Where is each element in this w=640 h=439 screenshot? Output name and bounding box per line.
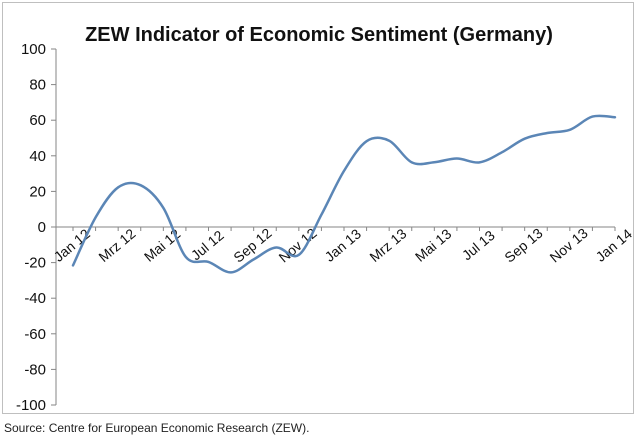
y-tick-label: -60 [24, 326, 46, 343]
data-point [139, 183, 143, 187]
x-tick-label: Mrz 12 [95, 225, 138, 265]
data-point [184, 255, 188, 259]
source-note: Source: Centre for European Economic Res… [4, 421, 310, 435]
line-chart: ZEW Indicator of Economic Sentiment (Ger… [16, 24, 635, 414]
y-tick-label: -40 [24, 290, 46, 307]
x-tick-label: Mrz 13 [366, 225, 409, 265]
data-point [568, 128, 572, 132]
y-tick-label: 100 [21, 41, 46, 58]
x-tick-label: Jul 12 [188, 227, 227, 263]
data-point [116, 185, 120, 189]
x-tick-label: Mai 13 [412, 225, 455, 264]
chart-frame: ZEW Indicator of Economic Sentiment (Ger… [2, 2, 635, 414]
data-point [71, 263, 75, 267]
y-axis: 100 80 60 40 20 0 -20 -40 -60 -80 -100 [16, 41, 57, 414]
x-tick-label: Jan 12 [51, 225, 94, 264]
data-point [545, 131, 549, 135]
y-tick-label: -20 [24, 255, 46, 272]
data-point [252, 257, 256, 261]
chart-title: ZEW Indicator of Economic Sentiment (Ger… [85, 24, 553, 46]
y-tick-label: 20 [29, 183, 46, 200]
x-tick-label: Mai 12 [141, 225, 184, 264]
series-group [71, 114, 617, 274]
data-point [478, 160, 482, 164]
y-tick-label: -100 [16, 397, 46, 414]
x-tick-label: Jan 14 [593, 225, 635, 264]
data-point [613, 115, 617, 119]
y-tick-label: -80 [24, 361, 46, 378]
y-tick-label: 40 [29, 148, 46, 165]
y-tick-label: 80 [29, 77, 46, 94]
data-point [342, 169, 346, 173]
series-line [71, 114, 617, 274]
data-point [410, 160, 414, 164]
data-point [523, 137, 527, 141]
data-point [161, 206, 165, 210]
x-tick-label: Nov 13 [546, 225, 590, 266]
data-point [274, 245, 278, 249]
data-point [297, 253, 301, 257]
x-tick-label: Sep 13 [501, 225, 545, 266]
x-axis: Jan 12 Mrz 12 Mai 12 Jul 12 Sep 12 Nov 12 Jan … [51, 225, 635, 266]
data-point [207, 260, 211, 264]
data-point [500, 150, 504, 154]
x-tick-label: Jan 13 [322, 225, 365, 264]
data-point [365, 139, 369, 143]
data-point [319, 213, 323, 217]
data-point [590, 115, 594, 119]
y-tick-label: 0 [38, 219, 46, 236]
y-tick-label: 60 [29, 112, 46, 129]
x-tick-label: Jul 13 [459, 227, 498, 263]
data-point [455, 156, 459, 160]
data-point [94, 215, 98, 219]
data-point [387, 139, 391, 143]
data-point [229, 270, 233, 274]
data-point [432, 160, 436, 164]
